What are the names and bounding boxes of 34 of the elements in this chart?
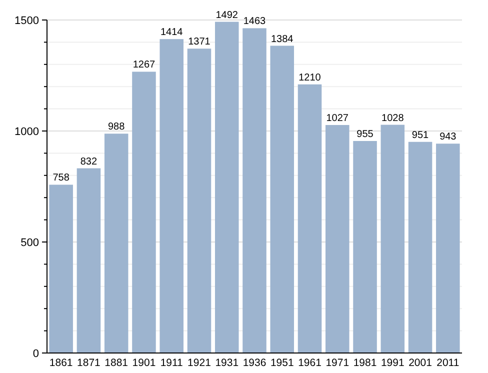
x-tick-label: 2001 (408, 357, 432, 369)
x-tick-label: 1861 (49, 357, 73, 369)
data-label: 758 (52, 172, 70, 184)
data-label: 832 (80, 156, 98, 168)
data-label: 1210 (298, 72, 322, 84)
x-tick-label: 1936 (242, 357, 266, 369)
data-label: 988 (108, 122, 126, 133)
x-tick-label: 1921 (188, 357, 212, 369)
x-tick-label: 1911 (160, 357, 184, 369)
data-label: 1492 (216, 10, 238, 21)
x-tick-label: 1981 (353, 357, 377, 369)
data-label: 955 (356, 128, 374, 140)
y-tick-label: 1500 (14, 14, 39, 27)
data-label: 1267 (132, 60, 156, 71)
data-label: 1463 (243, 16, 266, 28)
x-tick-label: 1961 (298, 357, 322, 369)
x-tick-label: 1971 (326, 357, 350, 369)
data-label: 1371 (188, 36, 211, 48)
x-tick-label: 1871 (77, 357, 101, 369)
x-tick-label: 1951 (270, 357, 294, 369)
data-label: 951 (412, 130, 430, 141)
y-tick-label: 1000 (14, 126, 39, 138)
data-label: 943 (440, 132, 457, 143)
data-label: 1028 (382, 112, 404, 124)
y-tick-label: 0 (32, 348, 39, 360)
x-tick-label: 1901 (132, 357, 156, 369)
data-label: 1414 (160, 27, 184, 38)
x-tick-label: 1991 (380, 357, 404, 369)
y-tick-label: 500 (20, 236, 39, 249)
x-tick-label: 1931 (215, 357, 239, 369)
x-tick-label: 2011 (436, 357, 460, 369)
data-label: 1027 (326, 113, 349, 124)
data-label: 1384 (271, 34, 294, 45)
x-tick-label: 1881 (104, 357, 128, 369)
